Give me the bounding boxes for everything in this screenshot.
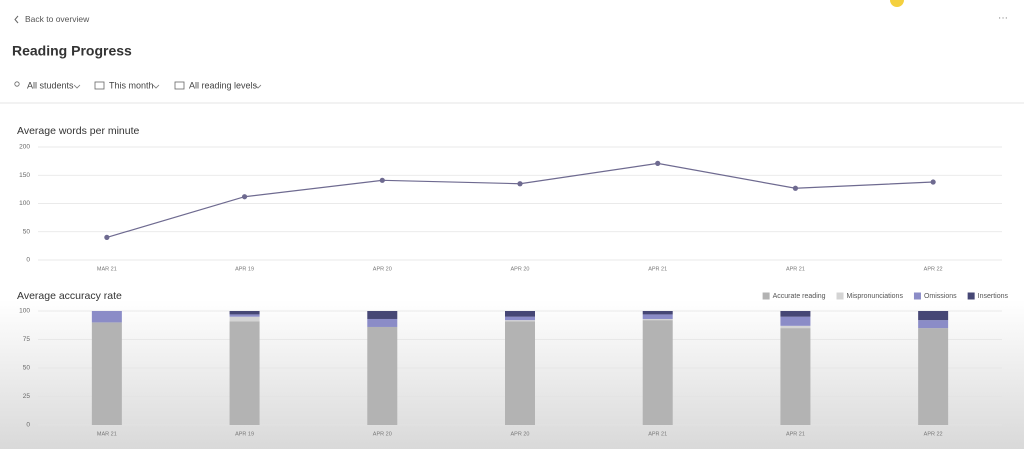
bar-segment [918,311,949,321]
bar-segment [642,320,673,425]
x-tick-label: APR 20 [511,431,530,437]
book-icon [174,81,185,90]
bar-segment [367,326,398,425]
x-tick-label: APR 20 [373,431,392,437]
x-tick-label: APR 19 [235,266,254,272]
legend-swatch [836,292,844,300]
back-link[interactable]: Back to overview [25,14,90,24]
legend-label: Insertions [978,293,1009,300]
page-title: Reading Progress [12,43,132,59]
chart-title: Average accuracy rate [17,290,122,302]
bar-segment [229,311,260,315]
filter[interactable]: All reading levels [189,80,258,90]
calendar-icon [94,81,105,90]
filter-bar: All students This month All reading leve… [14,80,262,90]
x-tick-label: APR 22 [924,266,943,272]
y-tick-label: 200 [19,144,30,151]
legend-label: Omissions [924,293,957,300]
bar-segment [505,320,535,322]
y-tick-label: 75 [23,336,31,343]
legend-label: Accurate reading [773,293,826,300]
bar-segment [918,320,949,329]
x-tick-label: APR 20 [373,266,392,272]
bar-segment [367,311,398,319]
x-tick-label: APR 21 [648,431,667,437]
bar-segment [505,311,535,317]
x-tick-label: APR 20 [511,266,530,272]
bar-segment [229,314,260,317]
y-tick-label: 100 [19,308,30,315]
bar-segment [642,318,673,321]
legend-swatch [967,292,975,300]
bar-segment [780,316,811,326]
x-tick-label: APR 21 [648,266,667,272]
bar-segment [780,311,811,317]
y-tick-label: 50 [23,228,31,235]
point [655,160,661,166]
legend-swatch [762,292,770,300]
more-menu[interactable]: ··· [998,13,1008,24]
y-tick-label: 50 [23,365,31,372]
bar-segment [505,321,535,425]
x-tick-label: APR 22 [924,431,943,437]
students-icon [14,81,20,87]
line [106,162,934,238]
y-tick-label: 150 [19,172,30,179]
bar-segment [229,316,260,322]
bar-segment [505,316,535,321]
bar-segment [367,318,398,327]
x-tick-label: APR 21 [786,431,805,437]
point [241,194,248,200]
bar-segment [642,314,673,319]
bar-segment [780,328,811,425]
x-tick-label: MAR 21 [97,266,117,272]
y-tick-label: 0 [26,257,30,264]
point [930,179,936,185]
legend-label: Mispronunciations [847,293,904,300]
y-tick-label: 100 [19,200,30,207]
point [104,234,110,240]
chart-title: Average words per minute [17,125,140,137]
bar-segment [918,328,949,425]
bar-segment [91,322,122,425]
chevron[interactable] [73,84,81,89]
y-tick-label: 25 [23,393,31,400]
filter[interactable]: All students [27,80,74,90]
x-tick-label: MAR 21 [97,431,117,437]
back-icon[interactable] [14,15,19,24]
point [792,185,799,191]
filter[interactable]: This month [109,80,154,90]
bar-segment [229,321,260,425]
x-tick-label: APR 21 [786,266,805,272]
chevron[interactable] [152,84,160,89]
bar-segment [642,311,673,315]
bar-segment [91,311,122,323]
point [517,181,523,187]
legend-swatch [913,292,921,300]
x-tick-label: APR 19 [235,431,254,437]
chevron[interactable] [254,84,262,89]
cursor-highlight [890,0,904,7]
point [379,177,385,183]
bar-segment [780,325,811,329]
y-tick-label: 0 [26,422,30,429]
